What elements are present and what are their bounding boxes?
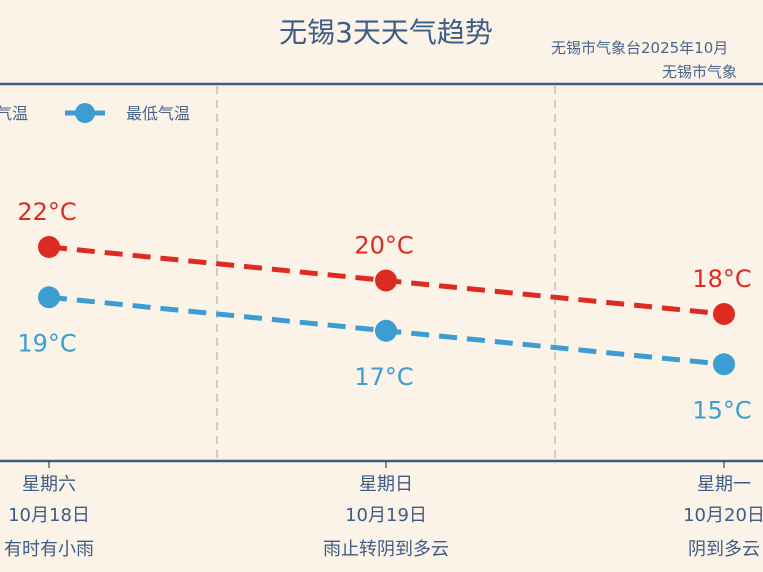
- x-tick-date: 10月18日: [8, 505, 90, 526]
- x-tick-weather: 有时有小雨: [4, 539, 94, 560]
- x-tick-date: 10月19日: [345, 505, 427, 526]
- chart-subtitle-2: 无锡市气象: [662, 63, 737, 81]
- legend-label-low: 最低气温: [126, 104, 190, 123]
- data-label-high: 22°C: [17, 198, 76, 226]
- data-point-high: [713, 303, 735, 325]
- x-tick-date: 10月20日: [683, 505, 763, 526]
- x-tick-weather: 阴到多云: [688, 539, 760, 560]
- x-tick-weekday: 星期六: [22, 474, 76, 495]
- data-point-low: [375, 319, 397, 342]
- chart-subtitle-1: 无锡市气象台2025年10月: [551, 39, 728, 57]
- data-label-low: 19°C: [17, 329, 76, 357]
- data-point-low: [713, 353, 735, 376]
- data-label-high: 18°C: [692, 265, 751, 293]
- data-label-high: 20°C: [354, 232, 413, 260]
- data-point-high: [375, 269, 397, 292]
- x-tick-weather: 雨止转阴到多云: [323, 539, 449, 560]
- chart-title: 无锡3天天气趋势: [279, 16, 493, 49]
- legend-label-high: 高气温: [0, 104, 28, 123]
- data-point-high: [38, 236, 60, 258]
- data-label-low: 15°C: [692, 396, 751, 424]
- x-tick-weekday: 星期一: [697, 474, 751, 495]
- legend: 高气温 最低气温: [0, 103, 190, 123]
- data-point-low: [38, 286, 60, 309]
- x-tick-weekday: 星期日: [359, 474, 413, 495]
- legend-marker-low: [75, 103, 95, 123]
- data-label-low: 17°C: [354, 363, 413, 391]
